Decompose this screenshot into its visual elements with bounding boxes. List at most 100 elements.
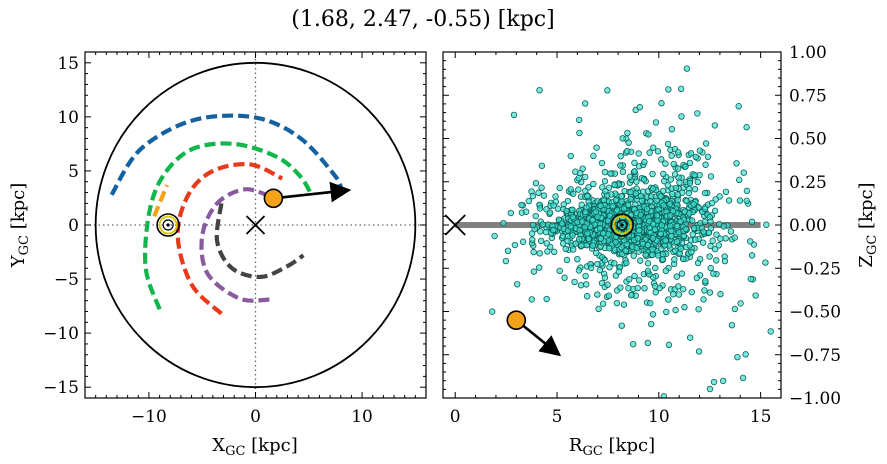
star-point bbox=[715, 242, 722, 249]
star-point bbox=[507, 209, 515, 217]
star-point bbox=[584, 230, 591, 237]
star-point bbox=[552, 193, 559, 200]
star-point bbox=[692, 236, 699, 243]
star-point bbox=[662, 267, 670, 275]
star-point bbox=[652, 119, 660, 126]
star-point bbox=[691, 185, 699, 193]
y-tick-label: 0.50 bbox=[789, 130, 827, 150]
star-point bbox=[685, 189, 693, 197]
star-point bbox=[556, 267, 563, 275]
star-point bbox=[707, 173, 715, 180]
star-point bbox=[688, 217, 696, 224]
x-tick-label: 10 bbox=[351, 407, 373, 427]
star-point bbox=[561, 274, 568, 281]
star-point bbox=[519, 238, 527, 245]
star-point bbox=[634, 284, 641, 292]
star-point bbox=[537, 228, 544, 235]
star-point bbox=[672, 184, 680, 192]
sun-yellow-ring bbox=[158, 215, 178, 235]
star-point bbox=[673, 222, 681, 230]
star-point bbox=[596, 225, 604, 232]
star-point bbox=[606, 263, 613, 271]
star-point bbox=[644, 241, 652, 249]
star-point bbox=[602, 188, 609, 195]
star-point bbox=[539, 221, 547, 228]
star-point bbox=[713, 257, 720, 264]
star-point bbox=[525, 197, 533, 205]
star-point bbox=[660, 202, 667, 209]
star-point bbox=[650, 144, 657, 151]
star-point bbox=[665, 341, 673, 349]
star-point bbox=[637, 257, 644, 264]
xy-ticks: −10 0 10 −15 −10 −5 0 5 10 15 bbox=[43, 52, 426, 427]
star-point bbox=[688, 248, 695, 256]
star-point bbox=[618, 198, 625, 205]
star-point bbox=[717, 235, 724, 242]
rz-panel: 0 5 10 15 −1.00 −0.75 −0.50 −0.25 0.00 0.25 0.50 0.… bbox=[442, 43, 880, 459]
star-point bbox=[694, 178, 701, 186]
star-point bbox=[625, 285, 632, 292]
star-point bbox=[624, 147, 631, 155]
star-point bbox=[767, 328, 774, 335]
star-point bbox=[677, 245, 684, 252]
y-tick-label: 1.00 bbox=[789, 43, 827, 63]
star-point bbox=[619, 135, 626, 142]
star-point bbox=[644, 260, 652, 267]
star-point bbox=[710, 378, 718, 386]
star-point bbox=[634, 235, 642, 242]
star-point bbox=[556, 184, 563, 192]
star-point bbox=[577, 281, 585, 289]
star-point bbox=[653, 197, 660, 204]
galactic-center-marker bbox=[245, 215, 266, 235]
star-point bbox=[670, 160, 677, 168]
star-point bbox=[530, 248, 537, 256]
star-point bbox=[569, 213, 576, 221]
star-point bbox=[583, 281, 590, 288]
star-point bbox=[595, 305, 602, 313]
star-point bbox=[630, 340, 637, 348]
star-point bbox=[696, 147, 704, 154]
star-point bbox=[611, 181, 618, 189]
star-point bbox=[752, 292, 759, 299]
star-point bbox=[576, 227, 583, 234]
star-point bbox=[559, 233, 567, 240]
star-point bbox=[582, 208, 589, 216]
xy-y-axis-label: YGC [kpc] bbox=[8, 183, 32, 269]
star-point bbox=[662, 160, 669, 167]
star-point bbox=[701, 189, 709, 197]
rz-y-axis-label: ZGC [kpc] bbox=[856, 182, 880, 267]
star-point bbox=[550, 202, 557, 209]
star-point bbox=[701, 205, 709, 213]
star-point bbox=[664, 140, 672, 148]
star-point bbox=[739, 374, 747, 382]
star-point bbox=[720, 223, 727, 230]
star-point bbox=[702, 277, 709, 285]
star-point bbox=[600, 196, 608, 204]
star-point bbox=[500, 219, 507, 227]
star-point bbox=[579, 165, 586, 172]
cross-stroke bbox=[245, 215, 266, 235]
x-tick-label: 0 bbox=[250, 407, 261, 427]
star-point bbox=[618, 193, 625, 200]
star-point bbox=[578, 242, 585, 249]
star-point bbox=[618, 244, 625, 251]
star-point bbox=[673, 238, 681, 245]
y-tick-label: −0.75 bbox=[789, 346, 841, 366]
star-point bbox=[601, 257, 609, 264]
star-point bbox=[593, 249, 600, 257]
star-point bbox=[647, 197, 654, 205]
star-point bbox=[588, 264, 595, 272]
star-point bbox=[585, 235, 592, 243]
star-point bbox=[641, 285, 648, 292]
star-point bbox=[543, 295, 550, 303]
star-point bbox=[679, 285, 687, 293]
star-point bbox=[567, 186, 574, 193]
sun-dot bbox=[620, 223, 624, 227]
star-point bbox=[748, 252, 756, 259]
star-point bbox=[636, 104, 643, 111]
star-point bbox=[613, 299, 621, 307]
star-point bbox=[631, 272, 638, 280]
xy-panel: −10 0 10 −15 −10 −5 0 5 10 15 XGC [kpc] YGC [kpc] bbox=[8, 51, 427, 459]
star-point bbox=[523, 208, 530, 215]
star-point bbox=[605, 244, 613, 252]
